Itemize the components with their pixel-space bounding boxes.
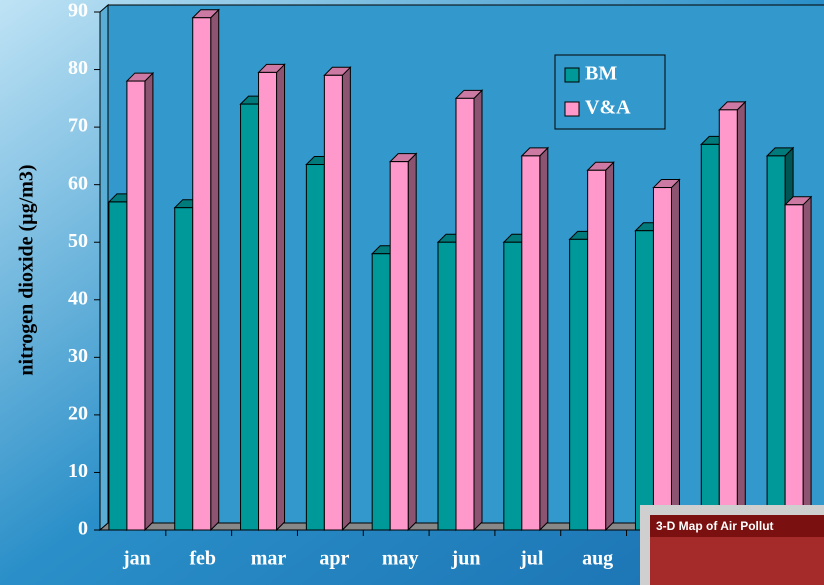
- y-tick-label: 70: [68, 115, 88, 137]
- bar: [259, 72, 277, 530]
- legend-swatch: [565, 102, 579, 116]
- inset-caption: 3-D Map of Air Pollut: [656, 519, 774, 533]
- x-tick-label: feb: [189, 548, 216, 570]
- y-tick-label: 10: [68, 460, 88, 482]
- bar-side: [540, 148, 548, 530]
- y-tick-label: 40: [68, 287, 88, 309]
- x-tick-label: may: [382, 548, 419, 570]
- bar: [127, 81, 145, 530]
- bar: [767, 156, 785, 530]
- x-tick-label: jan: [122, 548, 151, 570]
- bar: [785, 205, 803, 530]
- bar-side: [145, 73, 153, 530]
- bar: [653, 188, 671, 530]
- bar-side: [474, 90, 482, 530]
- y-tick-label: 20: [68, 402, 88, 424]
- bar-side: [408, 154, 416, 530]
- bar: [588, 170, 606, 530]
- y-tick-label: 60: [68, 172, 88, 194]
- chart: nitrogen dioxide (µg/m3) 0 10 20 30 40 50 60 70…: [0, 0, 824, 585]
- y-axis-label: nitrogen dioxide (µg/m3): [16, 164, 38, 375]
- bar-side: [671, 180, 679, 530]
- bar: [635, 231, 653, 530]
- bar-side: [277, 64, 285, 530]
- bar: [438, 242, 456, 530]
- bar: [372, 254, 390, 530]
- x-tick-label: aug: [582, 548, 613, 570]
- legend-label: V&A: [585, 97, 631, 119]
- y-tick-label: 30: [68, 345, 88, 367]
- bar: [522, 156, 540, 530]
- side-wall: [100, 5, 108, 530]
- y-tick-label: 90: [68, 0, 88, 22]
- legend-swatch: [565, 68, 579, 82]
- bar: [175, 208, 193, 530]
- bar: [719, 110, 737, 530]
- y-tick-label: 80: [68, 57, 88, 79]
- x-tick-label: jul: [519, 548, 544, 570]
- bar: [324, 75, 342, 530]
- bar: [109, 202, 127, 530]
- bar-side: [606, 162, 614, 530]
- bar: [241, 104, 259, 530]
- bar-side: [342, 67, 350, 530]
- bar: [390, 162, 408, 530]
- y-tick-label: 0: [78, 518, 88, 540]
- x-tick-label: apr: [319, 548, 349, 570]
- y-tick-label: 50: [68, 230, 88, 252]
- bar: [504, 242, 522, 530]
- bar: [456, 98, 474, 530]
- inset-image: 3-D Map of Air Pollut: [640, 505, 824, 585]
- x-tick-label: jun: [451, 548, 481, 570]
- bar: [306, 165, 324, 530]
- bar: [701, 144, 719, 530]
- x-tick-label: mar: [251, 548, 287, 570]
- bar-side: [737, 102, 745, 530]
- bar-side: [803, 197, 811, 530]
- bar: [570, 239, 588, 530]
- legend-label: BM: [585, 63, 617, 85]
- bar-side: [211, 10, 219, 530]
- bar: [193, 18, 211, 530]
